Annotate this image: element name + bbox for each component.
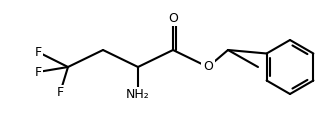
Text: O: O xyxy=(203,60,213,74)
Text: F: F xyxy=(34,46,41,59)
Text: NH₂: NH₂ xyxy=(126,88,150,101)
Text: O: O xyxy=(168,12,178,25)
Text: F: F xyxy=(34,66,41,79)
Text: F: F xyxy=(56,87,64,100)
